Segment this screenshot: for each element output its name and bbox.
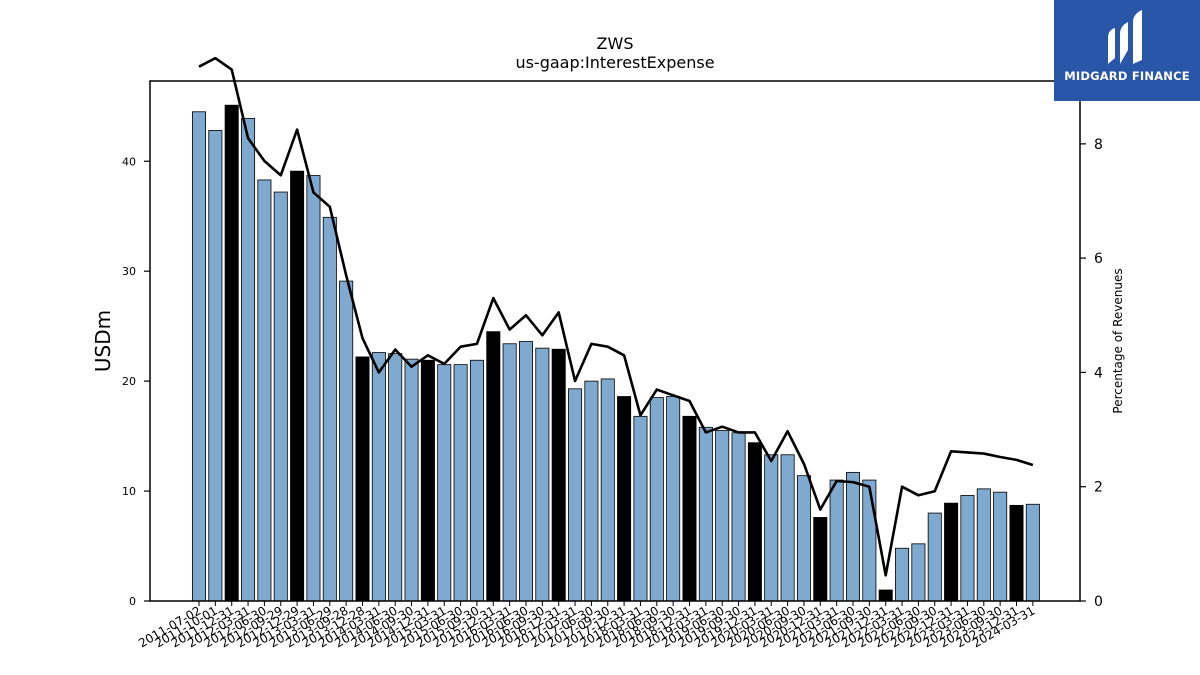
bar (224, 104, 239, 602)
bar (927, 512, 942, 602)
bar-series (191, 104, 1040, 602)
bar (829, 479, 844, 602)
bar (273, 191, 288, 602)
logo-text: MIDGARD FINANCE (1064, 69, 1190, 83)
bar (551, 348, 566, 602)
bar (993, 491, 1008, 602)
y2-tick-label: 6 (1094, 251, 1103, 267)
bar (747, 442, 762, 602)
bar (731, 432, 746, 602)
x-axis: 2011-07-022011-10-012011-12-312012-03-31… (136, 601, 1037, 650)
bar (862, 479, 877, 602)
bar (895, 547, 910, 602)
bar (453, 364, 468, 602)
bar (633, 415, 648, 602)
bar (355, 356, 370, 602)
bar (371, 352, 386, 602)
bar (339, 280, 354, 602)
bar (780, 454, 795, 602)
bar (519, 341, 534, 602)
bar (878, 589, 893, 602)
midgard-finance-logo: MIDGARD FINANCE (1054, 0, 1200, 101)
bar (257, 179, 272, 602)
bar (960, 495, 975, 602)
logo-mark-icon (1108, 10, 1142, 64)
chart-subtitle: us-gaap:InterestExpense (515, 53, 714, 72)
bar (715, 430, 730, 602)
bar (1009, 504, 1024, 602)
bar (846, 471, 861, 602)
bar (208, 130, 223, 602)
bar (290, 170, 305, 602)
bar (944, 502, 959, 602)
line-series (198, 56, 1034, 577)
chart-title: ZWS (597, 34, 634, 53)
bar (404, 358, 419, 602)
percentage-line (198, 56, 1034, 577)
bar (764, 454, 779, 602)
bar (666, 396, 681, 602)
bar (649, 397, 664, 602)
bar (469, 359, 484, 602)
bar (191, 111, 206, 602)
bar (420, 359, 435, 602)
bar (796, 475, 811, 602)
bar (388, 353, 403, 602)
y-axis-right: 0 2 4 6 8 (1080, 137, 1103, 610)
y-tick-label: 40 (122, 155, 136, 168)
bar (911, 543, 926, 602)
y2-tick-label: 8 (1094, 137, 1103, 153)
y2-tick-label: 4 (1094, 365, 1103, 381)
y2-axis-label: Percentage of Revenues (1111, 268, 1125, 413)
bar (306, 175, 321, 602)
bar (486, 331, 501, 602)
y-tick-label: 0 (129, 595, 136, 608)
bar (568, 388, 583, 602)
y2-tick-label: 0 (1094, 594, 1103, 610)
bar (682, 415, 697, 602)
bar (584, 380, 599, 602)
y-tick-label: 30 (122, 265, 136, 278)
bar (617, 396, 632, 602)
y-axis-label: USDm (91, 310, 115, 372)
bar (813, 517, 828, 602)
bar (1025, 503, 1040, 602)
bar (322, 216, 337, 602)
y-tick-label: 10 (122, 485, 136, 498)
bar (535, 347, 550, 602)
bar (241, 117, 256, 602)
bar (437, 364, 452, 602)
y2-tick-label: 2 (1094, 480, 1103, 496)
y-axis-left: 0 10 20 30 40 (122, 155, 150, 608)
bar (502, 343, 517, 602)
bar (698, 426, 713, 602)
bar (600, 378, 615, 602)
plot-frame (149, 80, 1081, 602)
bar (976, 488, 991, 602)
y-tick-label: 20 (122, 375, 136, 388)
